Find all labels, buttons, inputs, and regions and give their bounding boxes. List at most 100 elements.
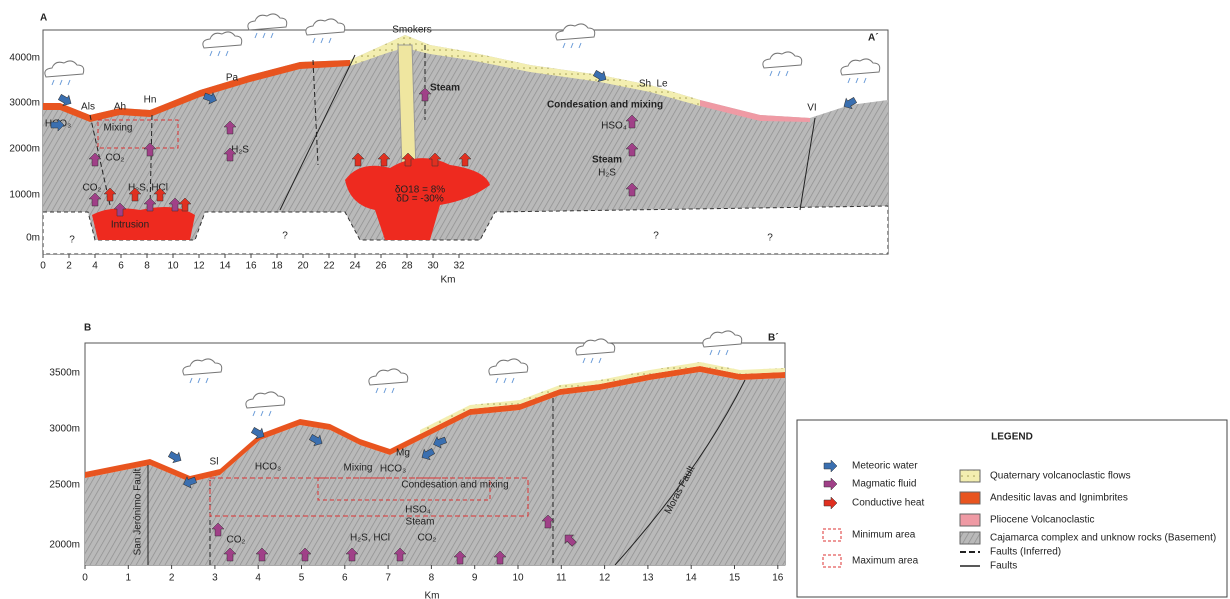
legend-item: Magmatic fluid <box>852 479 916 490</box>
x-tick-label: 10 <box>167 261 179 272</box>
annotation: Sh <box>639 79 651 90</box>
cloud <box>576 339 615 355</box>
x-tick-label: 16 <box>245 261 257 272</box>
swatch <box>960 470 980 482</box>
x-tick-label: 13 <box>642 573 654 584</box>
annotation: CO₂ <box>106 153 125 164</box>
x-tick-label: 15 <box>729 573 741 584</box>
annotation: Le <box>656 79 668 90</box>
x-tick-label: 1 <box>126 573 132 584</box>
swatch <box>960 514 980 526</box>
annotation: δD = -30% <box>396 194 444 205</box>
annotation: Steam <box>406 517 435 528</box>
annotation: VI <box>807 103 816 114</box>
x-tick-label: 28 <box>401 261 413 272</box>
annotation: Steam <box>592 155 622 166</box>
cloud <box>703 331 742 347</box>
x-tick-label: 6 <box>342 573 348 584</box>
x-tick-label: 9 <box>472 573 478 584</box>
x-tick-label: 6 <box>118 261 124 272</box>
x-tick-label: 14 <box>686 573 698 584</box>
cloud <box>248 14 287 30</box>
diagram: AA´BB´4000m3000m2000m1000m0m024681012141… <box>0 0 1230 599</box>
x-tick-label: 10 <box>512 573 524 584</box>
x-tick-label: 7 <box>385 573 391 584</box>
legend-item: Pliocene Volcanoclastic <box>990 515 1095 526</box>
x-tick-label: 0 <box>82 573 88 584</box>
annotation: Mixing <box>344 463 373 474</box>
y-label: 0m <box>26 233 40 244</box>
x-tick-label: 22 <box>323 261 335 272</box>
annotation: Hn <box>144 95 157 106</box>
legend-item: Meteoric water <box>852 461 918 472</box>
panel-label: A <box>40 13 47 24</box>
x-tick-label: 26 <box>375 261 387 272</box>
annotation: H₂S <box>598 168 616 179</box>
x-tick-label: 2 <box>66 261 72 272</box>
annotation: ? <box>282 231 288 242</box>
x-tick-label: 32 <box>453 261 465 272</box>
annotation: CO₂ <box>227 535 246 546</box>
x-tick-label: 16 <box>772 573 784 584</box>
annotation: Als <box>81 102 95 113</box>
legend-item: Conductive heat <box>852 498 924 509</box>
cloud <box>556 24 595 40</box>
annotation: CO₂ <box>418 533 437 544</box>
annotation: ? <box>767 233 773 244</box>
x-tick-label: 12 <box>599 573 611 584</box>
x-title: Km <box>441 275 456 286</box>
x-title: Km <box>425 591 440 599</box>
annotation: Smokers <box>392 25 431 36</box>
x-tick-label: 30 <box>427 261 439 272</box>
annotation: Pa <box>226 73 239 84</box>
swatch <box>960 532 980 544</box>
x-tick-label: 20 <box>297 261 309 272</box>
x-tick-label: 4 <box>92 261 98 272</box>
annotation: HSO₄ <box>601 121 627 132</box>
y-label: 3500m <box>49 368 80 379</box>
legend-item: Faults <box>990 561 1017 572</box>
annotation: ? <box>653 231 659 242</box>
annotation: Mg <box>396 448 410 459</box>
annotation: ? <box>69 235 75 246</box>
annotation: CO₂ <box>83 183 102 194</box>
x-tick-label: 3 <box>212 573 218 584</box>
y-label: 2000m <box>49 540 80 551</box>
legend-item: Andesitic lavas and Ignimbrites <box>990 493 1128 504</box>
legend-item: Cajamarca complex and unknow rocks (Base… <box>990 533 1216 544</box>
legend-title: LEGEND <box>991 432 1033 443</box>
y-label: 2000m <box>9 144 40 155</box>
y-label: 2500m <box>49 480 80 491</box>
legend-item: Minimum area <box>852 530 916 541</box>
annotation: San Jerónimo Fault <box>133 468 144 555</box>
annotation: Sl <box>210 457 219 468</box>
x-tick-label: 0 <box>40 261 46 272</box>
annotation: Condesation and mixing <box>401 480 508 491</box>
annotation: Steam <box>430 83 460 94</box>
annotation: Mixing <box>104 123 133 134</box>
x-tick-label: 2 <box>169 573 175 584</box>
x-tick-label: 12 <box>193 261 205 272</box>
x-tick-label: 4 <box>255 573 261 584</box>
annotation: HCO₃ <box>380 464 406 475</box>
annotation: Ah <box>114 102 126 113</box>
y-label: 1000m <box>9 190 40 201</box>
swatch <box>960 492 980 504</box>
x-tick-label: 18 <box>271 261 283 272</box>
annotation: Condesation and mixing <box>547 100 663 111</box>
y-label: 4000m <box>9 53 40 64</box>
x-tick-label: 8 <box>429 573 435 584</box>
y-label: 3000m <box>9 98 40 109</box>
legend-item: Maximum area <box>852 556 919 567</box>
x-tick-label: 14 <box>219 261 231 272</box>
annotation: Intrusion <box>111 220 149 231</box>
panel-label: B´ <box>768 333 779 344</box>
x-tick-label: 24 <box>349 261 361 272</box>
panel-a <box>43 30 888 254</box>
x-tick-label: 5 <box>299 573 305 584</box>
annotation: HCO₃ <box>255 462 281 473</box>
x-tick-label: 8 <box>144 261 150 272</box>
annotation: HSO₄ <box>405 505 431 516</box>
cloud <box>306 19 345 35</box>
panel-label: A´ <box>868 33 879 44</box>
